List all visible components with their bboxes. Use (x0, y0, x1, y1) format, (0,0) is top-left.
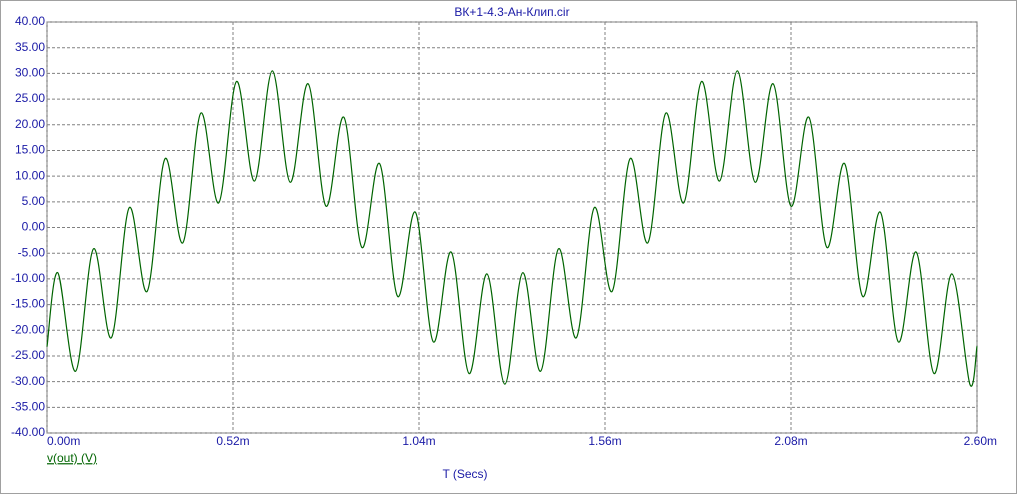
y-tick-label: 40.00 (15, 14, 45, 28)
y-tick-label: -25.00 (11, 348, 45, 362)
x-tick-label: 1.04m (402, 434, 435, 448)
y-tick-label: 0.00 (22, 220, 46, 234)
y-tick-label: -20.00 (11, 322, 45, 336)
y-tick-label: 10.00 (15, 168, 45, 182)
x-tick-label: 0.00m (47, 434, 80, 448)
y-tick-label: -35.00 (11, 399, 45, 413)
y-tick-label: 30.00 (15, 66, 45, 80)
y-tick-label: 35.00 (15, 40, 45, 54)
chart-title: ВК+1-4.3-Ан-Клип.cir (454, 5, 569, 19)
y-tick-label: -10.00 (11, 271, 45, 285)
x-tick-label: 1.56m (588, 434, 621, 448)
y-tick-label: 15.00 (15, 143, 45, 157)
y-tick-label: -5.00 (18, 245, 46, 259)
x-axis-label: T (Secs) (442, 467, 487, 481)
y-tick-label: 20.00 (15, 117, 45, 131)
y-tick-label: -30.00 (11, 374, 45, 388)
y-tick-label: -15.00 (11, 297, 45, 311)
y-tick-label: 5.00 (22, 194, 46, 208)
y-tick-label: 25.00 (15, 91, 45, 105)
series-line (46, 70, 978, 387)
x-tick-label: 0.52m (216, 434, 249, 448)
x-tick-label: 2.08m (774, 434, 807, 448)
y-tick-label: -40.00 (11, 425, 45, 439)
legend-entry: v(out) (V) (47, 451, 97, 465)
x-tick-label: 2.60m (964, 434, 997, 448)
